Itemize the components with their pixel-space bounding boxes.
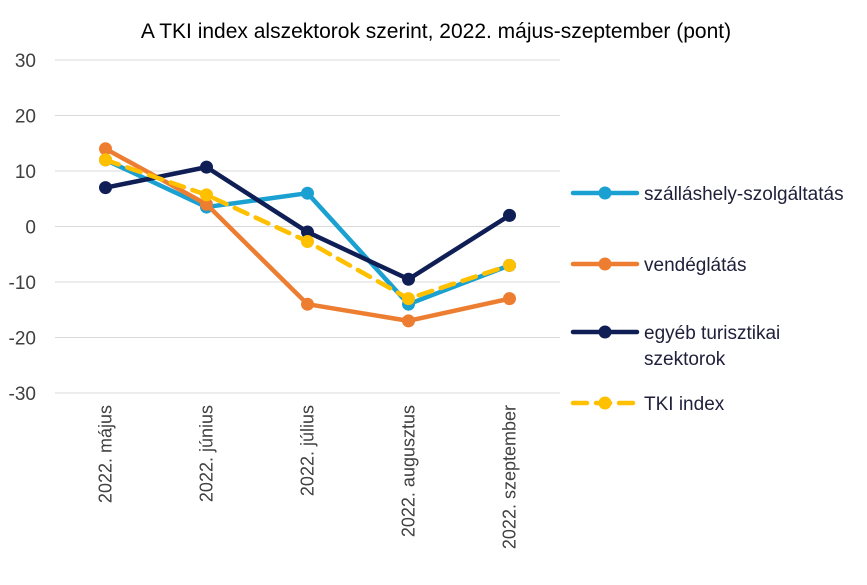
data-point [503,208,516,222]
legend-item: TKI index [570,394,725,415]
x-axis: 2022. május 2022. június 2022. július 2022.… [96,405,520,549]
y-tick-label: 30 [15,51,36,72]
legend-marker [598,396,612,410]
x-tick-label: 2022. június [197,405,217,502]
data-point [301,297,314,311]
series-2 [99,160,516,286]
x-tick-label: 2022. július [298,405,318,496]
data-point [200,188,213,202]
data-point [301,234,314,248]
y-tick-label: 10 [15,162,36,183]
chart-title: A TKI index alszektorok szerint, 2022. m… [141,20,731,43]
series-1 [99,142,516,328]
data-point [200,160,213,174]
legend-marker [598,257,612,271]
data-point [503,292,516,306]
legend-item: vendéglátás [570,255,746,276]
data-point [99,153,112,167]
legend-marker [598,186,612,200]
legend-marker [598,325,612,339]
x-tick-label: 2022. augusztus [399,405,419,537]
data-point [402,292,415,306]
y-tick-label: 0 [25,218,36,239]
data-point [503,258,516,272]
legend: szálláshely-szolgáltatás vendéglátás egyéb… [570,184,844,415]
y-tick-label: -10 [9,273,36,294]
legend-item: egyéb turisztikai szektorok [570,323,780,370]
data-point [402,272,415,286]
legend-item: szálláshely-szolgáltatás [570,184,844,205]
data-point [200,197,213,211]
data-point [99,142,112,156]
y-tick-label: -20 [9,329,36,350]
legend-label: szálláshely-szolgáltatás [644,184,844,205]
legend-label: vendéglátás [644,255,746,276]
data-point [99,181,112,195]
x-tick-label: 2022. május [96,405,116,503]
y-axis: 30 20 10 0 -10 -20 -30 [9,51,36,405]
data-point [402,314,415,328]
legend-label: szektorok [644,349,726,370]
x-tick-label: 2022. szeptember [500,405,520,549]
plot-area [99,142,516,328]
data-point [301,186,314,200]
series-3 [99,153,516,306]
legend-label: egyéb turisztikai [644,323,780,344]
y-tick-label: -30 [9,384,36,405]
y-tick-label: 20 [15,107,36,128]
data-point [301,225,314,239]
legend-label: TKI index [644,394,725,415]
